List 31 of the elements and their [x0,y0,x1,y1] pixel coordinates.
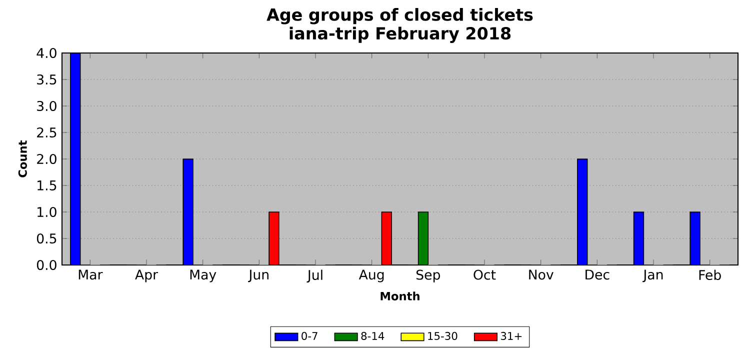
legend-label: 8-14 [361,332,384,340]
legend-label: 0-7 [302,332,318,340]
bar [268,212,280,265]
x-tick-label: May [190,270,216,282]
x-tick-label: Nov [529,270,554,280]
legend-label: 15-30 [428,332,458,340]
x-tick-label: Jan [642,270,663,282]
x-tick-label: Aug [358,270,384,282]
y-tick-label: 2.0 [37,154,56,164]
x-tick-label: Mar [78,270,103,280]
x-tick-label: Apr [135,270,158,282]
y-tick-label: 4.0 [36,48,56,58]
y-tick-label: 1.0 [38,206,56,218]
bar [381,212,392,265]
x-tick-label: Dec [586,270,610,280]
y-tick-label: 3.0 [37,100,56,112]
y-tick-label: 1.5 [38,180,56,190]
x-tick-label: Feb [699,270,721,280]
x-tick-label: Jul [306,270,322,283]
x-tick-label: Sep [416,270,440,282]
legend-label: 31+ [500,332,522,340]
x-tick-label: Oct [474,270,496,280]
y-tick-label: 3.5 [37,74,56,85]
x-axis-title: Month [380,292,420,300]
x-tick-label: Jun [248,270,268,282]
chart-title: Age groups of closed tickets [266,8,533,24]
y-tick-label: 0.5 [36,233,56,244]
chart-subtitle: iana-trip February 2018 [290,26,511,43]
y-axis-title: Count [18,140,27,178]
y-tick-label: 0.0 [36,260,56,270]
y-tick-label: 2.5 [37,127,56,138]
